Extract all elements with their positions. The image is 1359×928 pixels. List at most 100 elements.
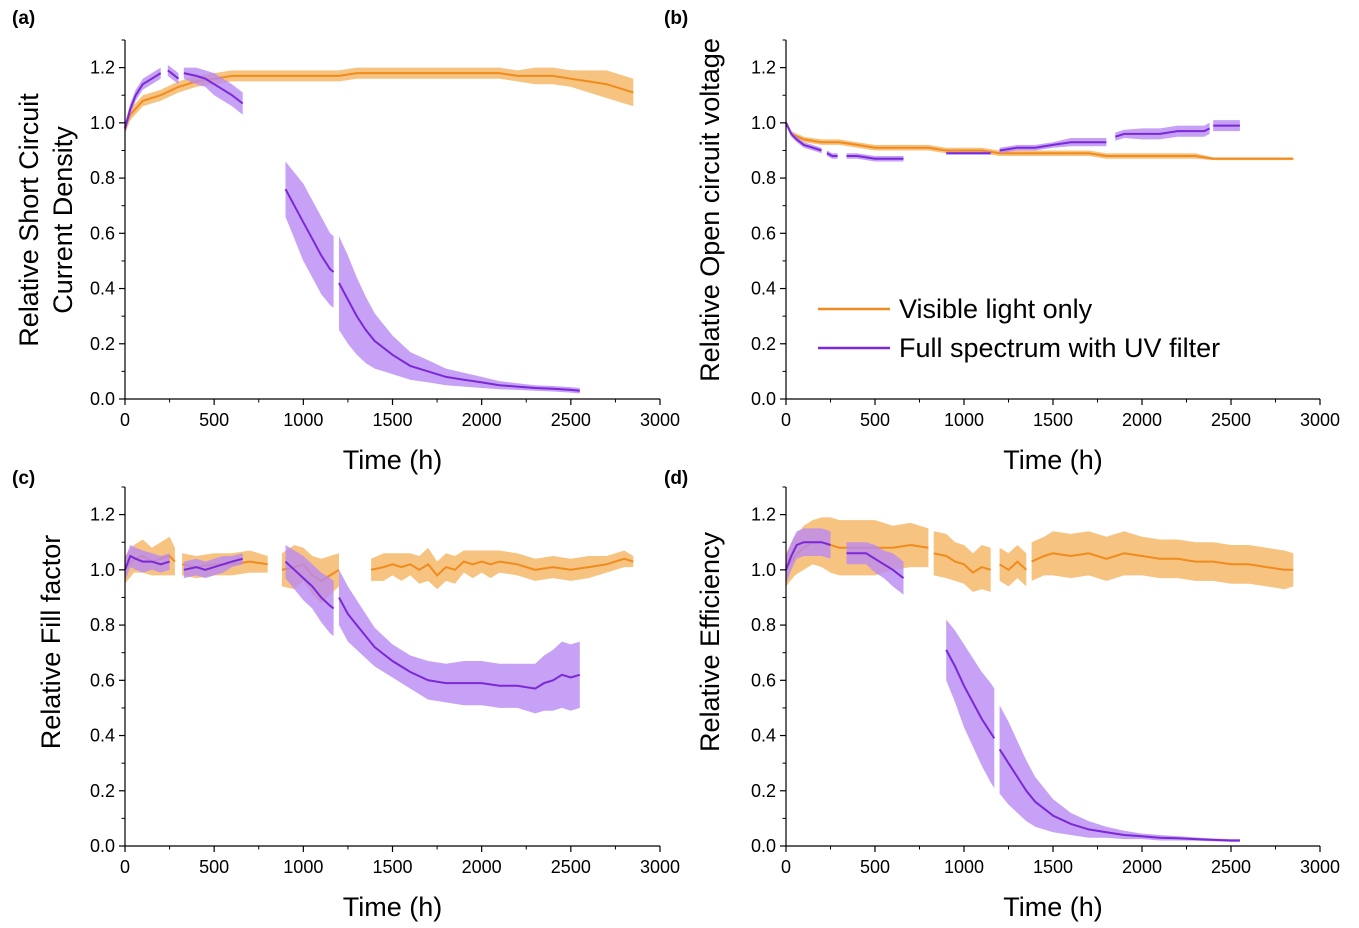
y-tick-label: 1.2 bbox=[90, 505, 115, 525]
y-axis-label: Relative Efficiency bbox=[695, 531, 725, 752]
line-uv-seg-0 bbox=[124, 554, 170, 571]
x-tick-label: 0 bbox=[120, 410, 130, 430]
panel-c: 0 500 1000 1500 2000 2500 3000 0.0 0.2 0.4 0.6 0.8 1… bbox=[12, 468, 680, 922]
band-uv-seg-2 bbox=[846, 153, 904, 162]
y-tick-label: 0.6 bbox=[751, 223, 776, 243]
legend-label-uv: Full spectrum with UV filter bbox=[899, 333, 1220, 363]
x-tick-label: 500 bbox=[860, 410, 890, 430]
line-uv-seg-1 bbox=[167, 69, 180, 80]
legend-label-visible: Visible light only bbox=[899, 294, 1093, 324]
y-tick-label: 1.0 bbox=[90, 113, 115, 133]
y-tick-label: 0.4 bbox=[751, 279, 776, 299]
band-uv-seg-3 bbox=[999, 705, 1240, 842]
line-uv-seg-1 bbox=[846, 552, 905, 579]
y-tick-label: 0.2 bbox=[751, 781, 776, 801]
x-tick-label: 3000 bbox=[640, 857, 680, 877]
band-uv-seg-4 bbox=[339, 236, 580, 394]
band-visible-seg-0 bbox=[125, 67, 634, 134]
panel-b: 0 500 1000 1500 2000 2500 3000 0.0 0.2 0.4 0.6 0.8 1… bbox=[664, 8, 1340, 475]
band-uv-seg-0 bbox=[786, 120, 822, 154]
x-tick-label: 1000 bbox=[283, 857, 323, 877]
x-tick-label: 2000 bbox=[1122, 410, 1162, 430]
y-tick-label: 0.0 bbox=[751, 389, 776, 409]
x-tick-label: 500 bbox=[860, 857, 890, 877]
x-tick-label: 2000 bbox=[462, 410, 502, 430]
y-tick-label: 0.8 bbox=[751, 615, 776, 635]
line-uv-seg-3 bbox=[284, 188, 335, 273]
y-axis-label: Relative Open circuit voltage bbox=[695, 38, 725, 382]
y-tick-label: 1.2 bbox=[90, 58, 115, 78]
line-uv-seg-0 bbox=[785, 541, 831, 571]
x-tick-label: 1000 bbox=[944, 857, 984, 877]
line-uv-seg-0 bbox=[124, 72, 162, 129]
band-visible-seg-3 bbox=[371, 547, 634, 590]
y-tick-label: 0.0 bbox=[90, 389, 115, 409]
line-visible-seg-1 bbox=[933, 552, 991, 574]
panel-label: (a) bbox=[12, 8, 35, 29]
panel-label: (c) bbox=[12, 468, 35, 489]
x-axis-label: Time (h) bbox=[1003, 892, 1103, 922]
x-tick-label: 1500 bbox=[1033, 857, 1073, 877]
y-tick-label: 1.0 bbox=[751, 560, 776, 580]
y-tick-label: 0.4 bbox=[751, 726, 776, 746]
x-tick-label: 0 bbox=[120, 857, 130, 877]
y-tick-label: 0.8 bbox=[751, 168, 776, 188]
x-axis-label: Time (h) bbox=[343, 892, 443, 922]
panel-a: 0 500 1000 1500 2000 2500 3000 0.0 0.2 0.4 0.6 0.8 1… bbox=[12, 8, 680, 475]
band-visible-seg-3 bbox=[1031, 531, 1294, 590]
line-visible-seg-3 bbox=[370, 557, 634, 577]
legend: Visible light only Full spectrum with UV … bbox=[818, 294, 1220, 363]
y-tick-label: 0.2 bbox=[751, 334, 776, 354]
band-uv-seg-5 bbox=[1115, 122, 1210, 141]
panel-d: 0 500 1000 1500 2000 2500 3000 0.0 0.2 0.4 0.6 0.8 1… bbox=[664, 468, 1340, 922]
line-visible-seg-0 bbox=[785, 122, 1294, 160]
y-tick-label: 1.0 bbox=[90, 560, 115, 580]
band-uv-seg-2 bbox=[183, 67, 243, 115]
line-uv-seg-0 bbox=[785, 122, 822, 152]
x-tick-label: 0 bbox=[781, 410, 791, 430]
band-visible-seg-1 bbox=[933, 531, 991, 592]
line-uv-seg-5 bbox=[1114, 127, 1211, 138]
y-tick-label: 0.0 bbox=[90, 836, 115, 856]
x-axis-label: Time (h) bbox=[1003, 445, 1103, 475]
y-tick-label: 0.0 bbox=[751, 836, 776, 856]
x-tick-label: 1500 bbox=[372, 857, 412, 877]
x-tick-label: 1500 bbox=[1033, 410, 1073, 430]
x-tick-label: 2500 bbox=[551, 857, 591, 877]
x-tick-label: 0 bbox=[781, 857, 791, 877]
line-uv-seg-2 bbox=[846, 155, 904, 160]
line-uv-seg-3 bbox=[338, 597, 581, 690]
y-tick-label: 0.2 bbox=[90, 781, 115, 801]
x-tick-label: 2500 bbox=[1211, 410, 1251, 430]
y-tick-label: 0.4 bbox=[90, 279, 115, 299]
y-tick-label: 0.8 bbox=[90, 168, 115, 188]
y-tick-label: 0.6 bbox=[90, 670, 115, 690]
x-tick-label: 3000 bbox=[1300, 410, 1340, 430]
panel-label: (d) bbox=[664, 468, 688, 489]
x-tick-label: 1500 bbox=[372, 410, 412, 430]
band-uv-seg-2 bbox=[285, 545, 334, 637]
x-axis-label: Time (h) bbox=[343, 445, 443, 475]
y-axis-label: Current Density bbox=[48, 126, 78, 314]
x-tick-label: 2000 bbox=[1122, 857, 1162, 877]
line-uv-seg-4 bbox=[338, 282, 580, 392]
line-uv-seg-2 bbox=[284, 560, 335, 610]
band-uv-seg-3 bbox=[339, 569, 580, 714]
line-uv-seg-1 bbox=[183, 557, 243, 571]
y-tick-label: 1.2 bbox=[751, 505, 776, 525]
line-uv-seg-3 bbox=[998, 748, 1240, 842]
line-uv-seg-1 bbox=[826, 152, 838, 157]
x-tick-label: 2500 bbox=[1211, 857, 1251, 877]
band-uv-seg-1 bbox=[183, 553, 243, 579]
y-tick-label: 0.4 bbox=[90, 726, 115, 746]
band-uv-seg-0 bbox=[125, 67, 161, 134]
line-uv-seg-2 bbox=[945, 649, 996, 739]
x-tick-label: 3000 bbox=[640, 410, 680, 430]
y-tick-label: 0.6 bbox=[751, 670, 776, 690]
line-uv-seg-4 bbox=[999, 141, 1107, 152]
x-tick-label: 2500 bbox=[551, 410, 591, 430]
band-uv-seg-0 bbox=[125, 545, 170, 581]
y-tick-label: 1.2 bbox=[751, 58, 776, 78]
x-tick-label: 500 bbox=[199, 857, 229, 877]
